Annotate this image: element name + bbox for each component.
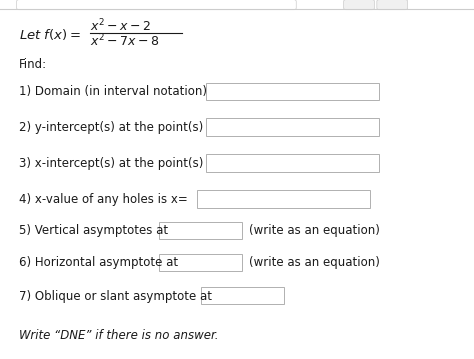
FancyBboxPatch shape bbox=[377, 0, 408, 10]
Text: Write “DNE” if there is no answer.: Write “DNE” if there is no answer. bbox=[19, 329, 219, 342]
FancyBboxPatch shape bbox=[206, 83, 379, 100]
Text: 2) y-intercept(s) at the point(s): 2) y-intercept(s) at the point(s) bbox=[19, 121, 203, 134]
FancyBboxPatch shape bbox=[206, 154, 379, 172]
Text: (write as an equation): (write as an equation) bbox=[249, 224, 380, 237]
Text: $x^2 - 7x - 8$: $x^2 - 7x - 8$ bbox=[90, 33, 159, 49]
FancyBboxPatch shape bbox=[159, 222, 242, 239]
FancyBboxPatch shape bbox=[197, 190, 370, 208]
Text: 7) Oblique or slant asymptote at: 7) Oblique or slant asymptote at bbox=[19, 290, 212, 303]
FancyBboxPatch shape bbox=[206, 118, 379, 136]
Text: Let $f(x)=$: Let $f(x)=$ bbox=[19, 27, 81, 42]
FancyBboxPatch shape bbox=[344, 0, 374, 10]
Text: 5) Vertical asymptotes at: 5) Vertical asymptotes at bbox=[19, 224, 168, 237]
FancyBboxPatch shape bbox=[201, 287, 284, 304]
FancyBboxPatch shape bbox=[159, 254, 242, 271]
Text: $x^2 - x - 2$: $x^2 - x - 2$ bbox=[90, 18, 151, 34]
Text: 1) Domain (in interval notation): 1) Domain (in interval notation) bbox=[19, 85, 207, 98]
Text: 4) x-value of any holes is x=: 4) x-value of any holes is x= bbox=[19, 193, 188, 206]
Text: 6) Horizontal asymptote at: 6) Horizontal asymptote at bbox=[19, 256, 178, 269]
FancyBboxPatch shape bbox=[17, 0, 296, 10]
Text: (write as an equation): (write as an equation) bbox=[249, 256, 380, 269]
Text: Find:: Find: bbox=[19, 58, 47, 71]
Text: 3) x-intercept(s) at the point(s): 3) x-intercept(s) at the point(s) bbox=[19, 157, 203, 170]
